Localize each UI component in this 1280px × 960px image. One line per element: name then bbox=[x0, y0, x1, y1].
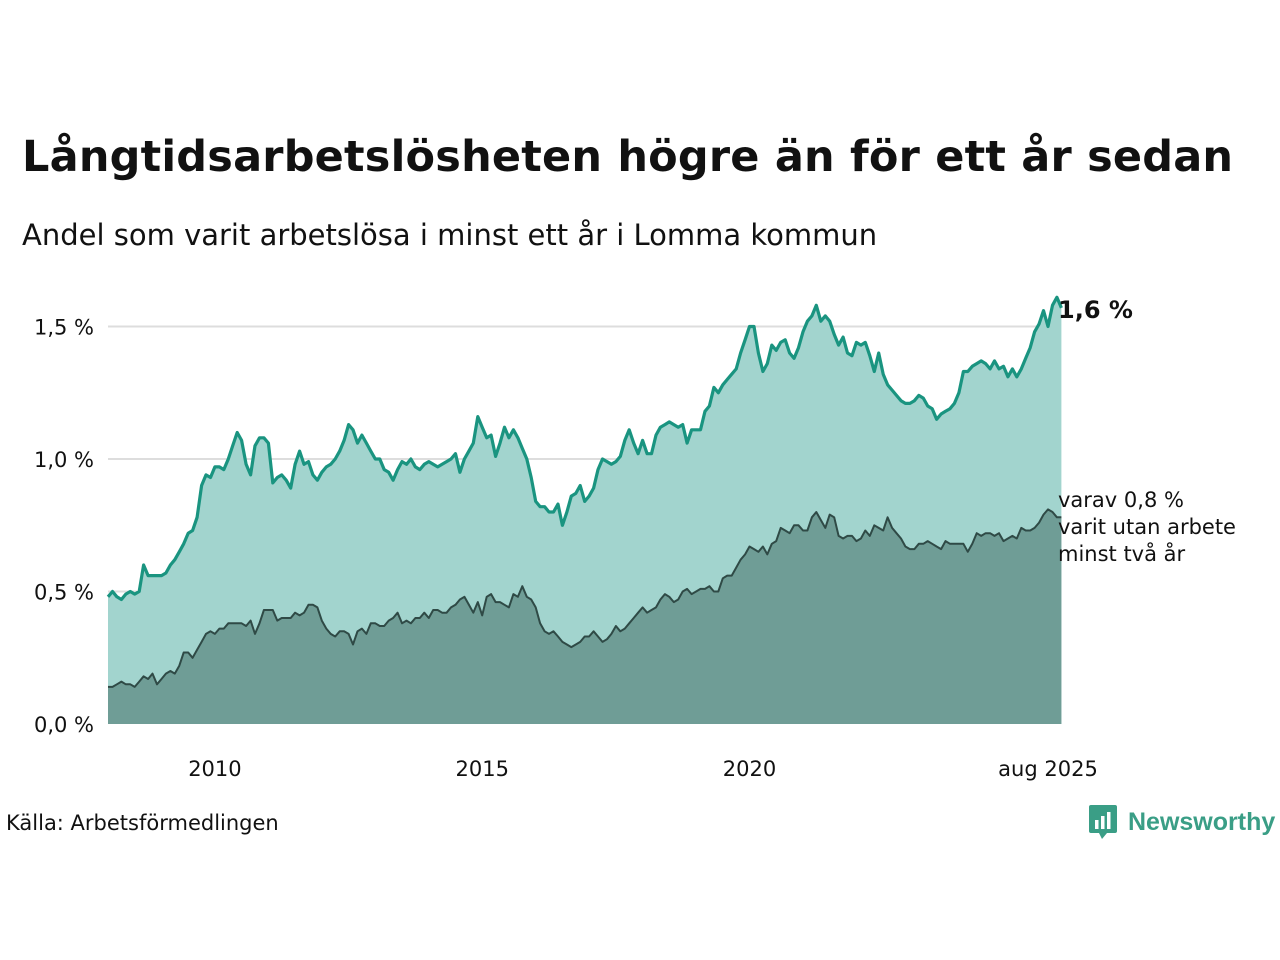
x-tick-label: 2010 bbox=[188, 757, 241, 781]
y-tick-label: 0,0 % bbox=[34, 713, 94, 737]
x-tick-label: 2020 bbox=[723, 757, 776, 781]
total-value-label: 1,6 % bbox=[1058, 296, 1133, 324]
total-line bbox=[106, 295, 1063, 602]
long-value-label: varav 0,8 % varit utan arbete minst två … bbox=[1058, 487, 1258, 568]
long-label-line-2: varit utan arbete bbox=[1058, 515, 1236, 539]
y-tick-label: 0,5 % bbox=[34, 581, 94, 605]
long-label-line-3: minst två år bbox=[1058, 542, 1186, 566]
long-area bbox=[108, 509, 1062, 724]
brand-name: Newsworthy bbox=[1128, 807, 1276, 836]
long-label-line-1: varav 0,8 % bbox=[1058, 488, 1184, 512]
x-axis-ticks: 2010 2015 2020 aug 2025 bbox=[188, 757, 1098, 781]
long-line bbox=[108, 508, 1062, 688]
y-axis-ticks: 0,0 % 0,5 % 1,0 % 1,5 % bbox=[34, 316, 94, 738]
source-note: Källa: Arbetsförmedlingen bbox=[6, 811, 279, 835]
x-tick-label: 2015 bbox=[455, 757, 508, 781]
chart-title: Långtidsarbetslösheten högre än för ett … bbox=[22, 132, 1234, 182]
brand-logo[interactable]: Newsworthy bbox=[1088, 804, 1275, 840]
y-tick-label: 1,0 % bbox=[34, 448, 94, 472]
chart-subtitle: Andel som varit arbetslösa i minst ett å… bbox=[22, 218, 878, 252]
y-tick-label: 1,5 % bbox=[34, 316, 94, 340]
bar-chart-speech-icon bbox=[1089, 805, 1117, 839]
x-tick-label: aug 2025 bbox=[998, 757, 1098, 781]
